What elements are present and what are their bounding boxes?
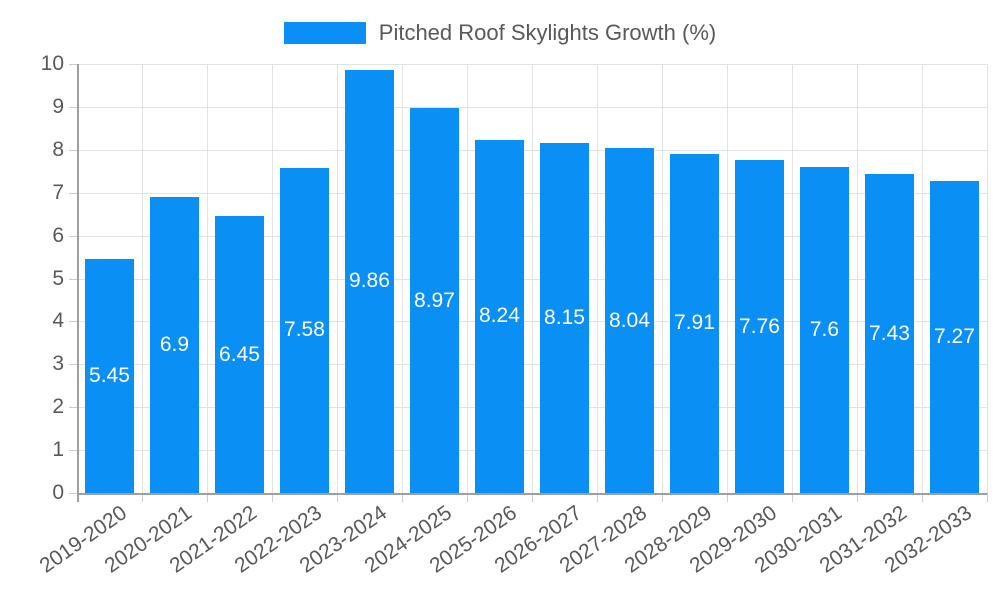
- bar-2028-2029: 7.91: [670, 153, 719, 493]
- bar-2030-2031: 7.6: [800, 166, 849, 493]
- y-tick-label: 10: [40, 52, 64, 75]
- y-axis-tick: [69, 493, 77, 494]
- bar-2021-2022: 6.45: [215, 216, 264, 493]
- gridline-vertical: [922, 64, 923, 493]
- bar-value-label: 9.86: [349, 269, 390, 293]
- legend-item[interactable]: Pitched Roof Skylights Growth (%): [283, 20, 717, 46]
- bar-2025-2026: 8.24: [475, 139, 524, 493]
- bar-value-label: 6.45: [219, 342, 260, 366]
- gridline-vertical: [467, 64, 468, 493]
- y-tick-label: 5: [52, 267, 64, 290]
- y-tick-label: 3: [52, 352, 64, 375]
- x-axis-tick: [142, 493, 143, 502]
- bar-value-label: 8.04: [609, 308, 650, 332]
- gridline-vertical: [272, 64, 273, 493]
- x-axis-tick: [792, 493, 793, 502]
- x-axis-tick: [987, 493, 988, 502]
- bar-value-label: 7.27: [934, 325, 975, 349]
- y-axis-tick: [69, 364, 77, 365]
- x-axis-tick: [337, 493, 338, 502]
- gridline-vertical: [402, 64, 403, 493]
- bar-2024-2025: 8.97: [410, 108, 459, 493]
- x-axis-line: [77, 493, 987, 495]
- y-axis-tick: [69, 150, 77, 151]
- x-axis-tick: [727, 493, 728, 502]
- x-axis-tick: [922, 493, 923, 502]
- bar-2020-2021: 6.9: [150, 196, 199, 493]
- bar-2027-2028: 8.04: [605, 148, 654, 493]
- y-tick-label: 0: [52, 481, 64, 504]
- y-tick-label: 7: [52, 181, 64, 204]
- bar-value-label: 8.15: [544, 306, 585, 330]
- gridline-vertical: [207, 64, 208, 493]
- gridline-vertical: [337, 64, 338, 493]
- y-axis-tick: [69, 279, 77, 280]
- bar-value-label: 7.58: [284, 318, 325, 342]
- y-tick-label: 6: [52, 224, 64, 247]
- bar-2031-2032: 7.43: [865, 174, 914, 493]
- bar-value-label: 8.24: [479, 304, 520, 328]
- x-axis-tick: [597, 493, 598, 502]
- gridline-vertical: [857, 64, 858, 493]
- gridline-vertical: [532, 64, 533, 493]
- y-tick-label: 4: [52, 309, 64, 332]
- bar-2026-2027: 8.15: [540, 143, 589, 493]
- bar-2022-2023: 7.58: [280, 167, 329, 493]
- gridline-vertical: [987, 64, 988, 493]
- legend: Pitched Roof Skylights Growth (%): [0, 20, 1000, 46]
- y-axis-tick: [69, 236, 77, 237]
- bar-value-label: 8.97: [414, 288, 455, 312]
- y-axis-tick: [69, 193, 77, 194]
- y-tick-label: 8: [52, 138, 64, 161]
- bar-value-label: 7.43: [869, 321, 910, 345]
- legend-label: Pitched Roof Skylights Growth (%): [378, 20, 717, 45]
- x-axis-tick: [857, 493, 858, 502]
- y-axis-tick: [69, 107, 77, 108]
- bar-value-label: 7.6: [809, 317, 840, 341]
- gridline-vertical: [142, 64, 143, 493]
- gridline-vertical: [597, 64, 598, 493]
- x-axis-tick: [662, 493, 663, 502]
- x-axis-tick: [272, 493, 273, 502]
- bar-value-label: 7.76: [739, 314, 780, 338]
- gridline-vertical: [662, 64, 663, 493]
- legend-swatch: [283, 22, 366, 44]
- bar-value-label: 7.91: [674, 311, 715, 335]
- x-axis-tick: [532, 493, 533, 502]
- bar-2032-2033: 7.27: [930, 181, 979, 493]
- y-axis-tick: [69, 407, 77, 408]
- y-axis-tick: [69, 64, 77, 65]
- bar-value-label: 5.45: [89, 364, 130, 388]
- x-axis-tick: [207, 493, 208, 502]
- x-axis-tick: [467, 493, 468, 502]
- y-tick-label: 2: [52, 395, 64, 418]
- y-axis-tick: [69, 321, 77, 322]
- bar-value-label: 6.9: [159, 332, 190, 356]
- gridline-vertical: [727, 64, 728, 493]
- bar-2023-2024: 9.86: [345, 70, 394, 493]
- bar-2019-2020: 5.45: [85, 259, 134, 493]
- y-tick-label: 1: [52, 438, 64, 461]
- gridline-vertical: [792, 64, 793, 493]
- y-tick-label: 9: [52, 95, 64, 118]
- y-axis-line: [77, 64, 79, 502]
- y-axis-tick: [69, 450, 77, 451]
- bar-2029-2030: 7.76: [735, 160, 784, 493]
- x-axis-tick: [402, 493, 403, 502]
